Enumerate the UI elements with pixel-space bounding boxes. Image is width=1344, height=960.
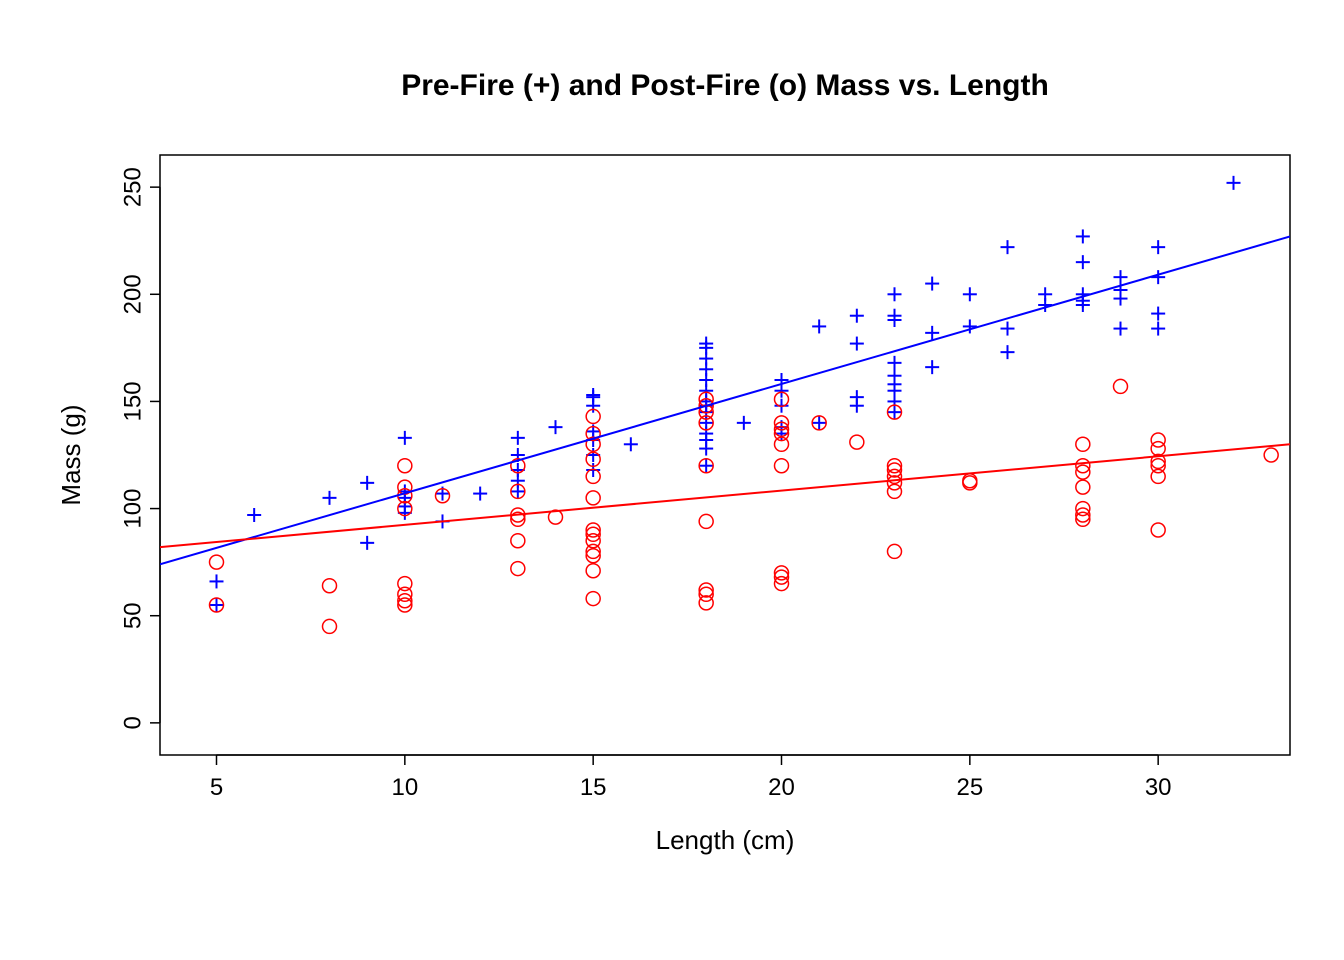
y-tick-label: 100 xyxy=(119,489,146,529)
x-tick-label: 20 xyxy=(768,774,795,801)
y-tick-label: 250 xyxy=(119,167,146,207)
x-tick-label: 30 xyxy=(1145,774,1172,801)
x-axis-label: Length (cm) xyxy=(656,825,795,855)
y-tick-label: 50 xyxy=(119,602,146,629)
x-tick-label: 25 xyxy=(956,774,983,801)
chart-container: Pre-Fire (+) and Post-Fire (o) Mass vs. … xyxy=(0,0,1344,960)
y-tick-label: 200 xyxy=(119,274,146,314)
y-tick-label: 150 xyxy=(119,381,146,421)
y-axis-label: Mass (g) xyxy=(56,404,86,505)
x-tick-label: 10 xyxy=(391,774,418,801)
mass-vs-length-scatter: Pre-Fire (+) and Post-Fire (o) Mass vs. … xyxy=(0,0,1344,960)
x-tick-label: 15 xyxy=(580,774,607,801)
plot-background xyxy=(0,0,1344,960)
y-tick-label: 0 xyxy=(119,716,146,729)
chart-title: Pre-Fire (+) and Post-Fire (o) Mass vs. … xyxy=(401,69,1049,102)
x-tick-label: 5 xyxy=(210,774,223,801)
